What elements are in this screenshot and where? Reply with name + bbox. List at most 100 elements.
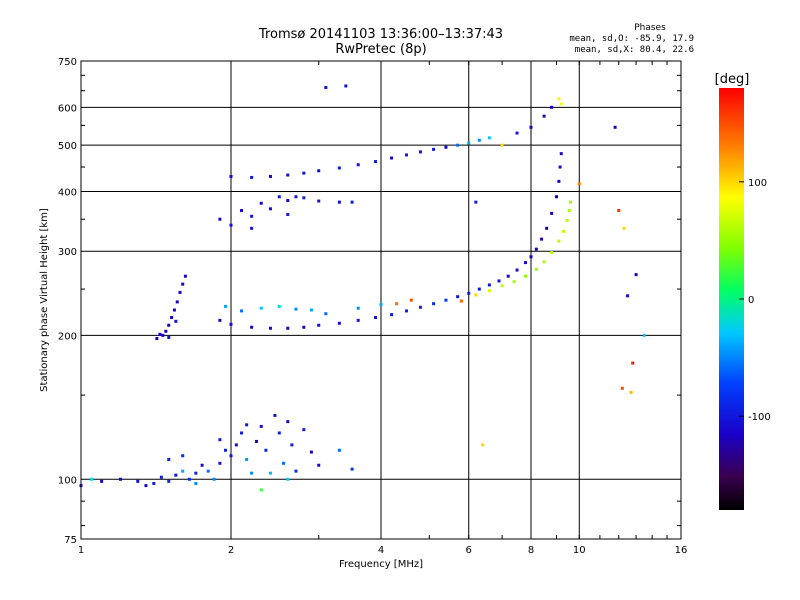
x-tick-label: 1: [78, 545, 84, 556]
data-point: [200, 463, 204, 467]
data-point: [337, 200, 341, 204]
data-point: [245, 423, 249, 427]
data-point: [183, 274, 187, 278]
data-point: [542, 114, 546, 118]
data-point: [559, 152, 563, 156]
data-point: [178, 290, 182, 294]
data-point: [245, 457, 249, 461]
data-point: [374, 315, 378, 319]
data-point: [181, 282, 185, 286]
data-point: [506, 274, 510, 278]
data-point: [477, 138, 481, 142]
data-point: [268, 471, 272, 475]
data-point: [158, 332, 162, 336]
data-point: [240, 309, 244, 313]
data-point: [550, 251, 554, 255]
data-point: [161, 333, 165, 337]
data-point: [250, 214, 254, 218]
data-point: [240, 209, 244, 213]
data-point: [558, 165, 562, 169]
data-point: [515, 131, 519, 135]
y-tick-label: 300: [58, 247, 77, 258]
data-point: [542, 260, 546, 264]
data-point: [309, 308, 313, 312]
data-point: [344, 84, 348, 88]
data-point: [268, 174, 272, 178]
data-point: [259, 306, 263, 310]
x-tick-label: 4: [378, 545, 384, 556]
data-point: [565, 218, 569, 222]
y-tick-label: 100: [58, 475, 77, 486]
data-point: [356, 318, 360, 322]
data-point: [444, 145, 448, 149]
data-point: [172, 308, 176, 312]
y-tick-label: 75: [64, 535, 77, 546]
chart-title: Tromsø 20141103 13:36:00–13:37:43: [258, 27, 503, 42]
data-point: [212, 477, 216, 481]
data-point: [259, 424, 263, 428]
data-point: [294, 469, 298, 473]
data-point: [136, 479, 140, 483]
y-tick-label: 200: [58, 331, 77, 342]
data-point: [534, 267, 538, 271]
y-tick-label: 500: [58, 141, 77, 152]
data-point: [159, 475, 163, 479]
data-point: [350, 467, 354, 471]
data-point: [317, 199, 321, 203]
data-point: [642, 333, 646, 337]
data-point: [390, 313, 394, 317]
data-point: [277, 195, 281, 199]
data-point: [550, 105, 554, 109]
data-point: [545, 226, 549, 230]
data-point: [317, 323, 321, 327]
x-tick-label: 10: [573, 545, 586, 556]
data-point: [167, 457, 171, 461]
data-point: [622, 226, 626, 230]
data-point: [286, 326, 290, 330]
data-point: [500, 143, 504, 147]
data-point: [294, 307, 298, 311]
data-point: [524, 274, 528, 278]
data-point: [500, 284, 504, 288]
data-point: [568, 200, 572, 204]
data-point: [229, 223, 233, 227]
data-point: [194, 471, 198, 475]
data-point: [379, 303, 383, 307]
data-point: [167, 479, 171, 483]
y-axis-label: Stationary phase Virtual Height [km]: [39, 208, 50, 392]
y-tick-label: 400: [58, 187, 77, 198]
data-point: [286, 420, 290, 424]
data-point: [324, 86, 328, 90]
data-point: [474, 293, 478, 297]
data-point: [337, 166, 341, 170]
data-point: [487, 289, 491, 293]
data-point: [512, 280, 516, 284]
data-point: [554, 195, 558, 199]
data-point: [529, 255, 533, 259]
data-point: [534, 247, 538, 251]
colorbar-tick-label: -100: [748, 412, 771, 423]
data-point: [218, 217, 222, 221]
data-point: [250, 226, 254, 230]
data-point: [374, 160, 378, 164]
data-point: [337, 321, 341, 325]
data-point: [234, 443, 238, 447]
data-point: [174, 473, 178, 477]
data-point: [432, 302, 436, 306]
data-point: [309, 450, 313, 454]
x-tick-label: 8: [528, 545, 534, 556]
data-point: [282, 461, 286, 465]
data-point: [302, 196, 306, 200]
data-point: [524, 261, 528, 265]
data-point: [629, 390, 633, 394]
data-point: [613, 125, 617, 129]
data-point: [268, 207, 272, 211]
x-tick-label: 6: [466, 545, 472, 556]
data-point: [567, 209, 571, 213]
data-point: [418, 150, 422, 154]
data-point: [164, 329, 168, 333]
data-point: [250, 471, 254, 475]
data-point: [559, 102, 563, 106]
stats-heading: Phases: [634, 23, 666, 33]
